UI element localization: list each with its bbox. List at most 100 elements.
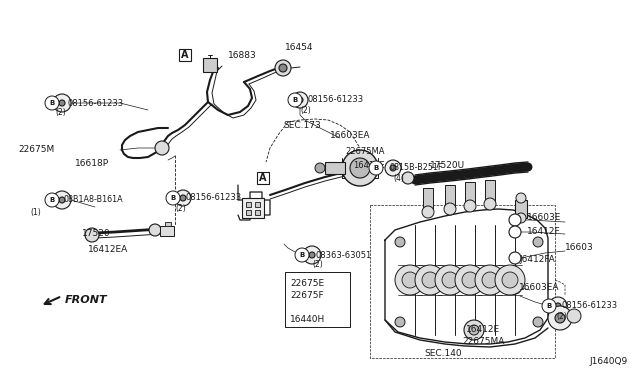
Circle shape (45, 96, 59, 110)
Text: (2): (2) (175, 203, 186, 212)
Bar (423, 188, 433, 210)
Text: 08156-61233: 08156-61233 (308, 96, 364, 105)
Circle shape (53, 94, 71, 112)
Bar (285, 272, 350, 327)
Circle shape (502, 272, 518, 288)
Bar (203, 58, 217, 72)
Text: 08363-63051: 08363-63051 (315, 250, 371, 260)
Text: 17520U: 17520U (430, 160, 465, 170)
Circle shape (385, 160, 401, 176)
Circle shape (464, 320, 484, 340)
Text: B: B (373, 165, 379, 171)
Circle shape (462, 272, 478, 288)
Text: 16618P: 16618P (75, 158, 109, 167)
Text: (2): (2) (55, 109, 66, 118)
Text: 16603: 16603 (565, 244, 594, 253)
Text: (2): (2) (312, 260, 323, 269)
Circle shape (395, 317, 405, 327)
Bar (246, 202, 251, 207)
Circle shape (275, 60, 291, 76)
Bar (160, 226, 174, 236)
Circle shape (516, 213, 526, 223)
Circle shape (155, 141, 169, 155)
Circle shape (297, 97, 303, 103)
Text: 08156-61233: 08156-61233 (186, 193, 242, 202)
Text: B: B (547, 303, 552, 309)
Text: 08156-61233: 08156-61233 (562, 301, 618, 311)
Text: 08B1A8-B161A: 08B1A8-B161A (64, 196, 124, 205)
Circle shape (395, 237, 405, 247)
Circle shape (464, 200, 476, 212)
Circle shape (59, 197, 65, 203)
Text: 16440H: 16440H (290, 315, 325, 324)
Circle shape (509, 226, 521, 238)
Text: 16412F: 16412F (527, 228, 561, 237)
Circle shape (495, 265, 525, 295)
Circle shape (475, 265, 505, 295)
Text: B: B (292, 97, 298, 103)
Bar (515, 200, 527, 218)
Bar (246, 210, 251, 215)
Circle shape (303, 246, 321, 264)
Circle shape (415, 265, 445, 295)
Circle shape (555, 313, 565, 323)
Circle shape (549, 297, 567, 315)
Circle shape (542, 299, 556, 313)
Circle shape (390, 165, 396, 171)
Circle shape (444, 203, 456, 215)
Circle shape (315, 163, 325, 173)
Circle shape (509, 214, 521, 226)
Bar (255, 202, 260, 207)
Bar (325, 162, 345, 174)
Text: (4): (4) (393, 173, 404, 183)
Circle shape (45, 193, 59, 207)
Circle shape (422, 272, 438, 288)
Text: (1): (1) (30, 208, 41, 217)
Text: 16412EA: 16412EA (88, 246, 128, 254)
Circle shape (342, 150, 378, 186)
Text: B: B (300, 252, 305, 258)
Circle shape (422, 206, 434, 218)
Circle shape (292, 92, 308, 108)
Bar (257, 172, 269, 184)
Text: 16454: 16454 (285, 42, 314, 51)
Text: J6412FA: J6412FA (519, 256, 555, 264)
Text: 22675F: 22675F (290, 291, 324, 299)
Text: 16603EA: 16603EA (330, 131, 371, 140)
Circle shape (509, 282, 521, 294)
Circle shape (516, 193, 526, 203)
Bar (255, 210, 260, 215)
Text: 16603EA: 16603EA (519, 283, 559, 292)
Bar (445, 185, 455, 207)
Bar (165, 222, 171, 226)
Circle shape (59, 100, 65, 106)
Text: 22675MA: 22675MA (462, 337, 504, 346)
Text: B: B (49, 197, 54, 203)
Text: 16412E: 16412E (353, 160, 385, 170)
Text: 08156-61233: 08156-61233 (68, 99, 124, 108)
Circle shape (53, 191, 71, 209)
Circle shape (288, 93, 302, 107)
Text: B: B (170, 195, 175, 201)
Circle shape (279, 64, 287, 72)
Text: 16883: 16883 (228, 51, 257, 60)
Circle shape (395, 265, 425, 295)
Circle shape (180, 195, 186, 201)
Circle shape (402, 172, 414, 184)
Circle shape (555, 303, 561, 309)
Circle shape (548, 306, 572, 330)
Circle shape (149, 224, 161, 236)
Bar (179, 49, 191, 61)
Text: A: A (181, 50, 189, 60)
Text: 22675MA: 22675MA (345, 148, 385, 157)
Circle shape (435, 265, 465, 295)
Text: SEC.140: SEC.140 (424, 350, 461, 359)
Text: 22675M: 22675M (18, 145, 54, 154)
Text: B: B (49, 100, 54, 106)
Circle shape (455, 265, 485, 295)
Circle shape (509, 252, 521, 264)
Circle shape (533, 317, 543, 327)
Text: SEC.173: SEC.173 (283, 121, 321, 129)
Text: A: A (259, 173, 267, 183)
Circle shape (295, 248, 309, 262)
